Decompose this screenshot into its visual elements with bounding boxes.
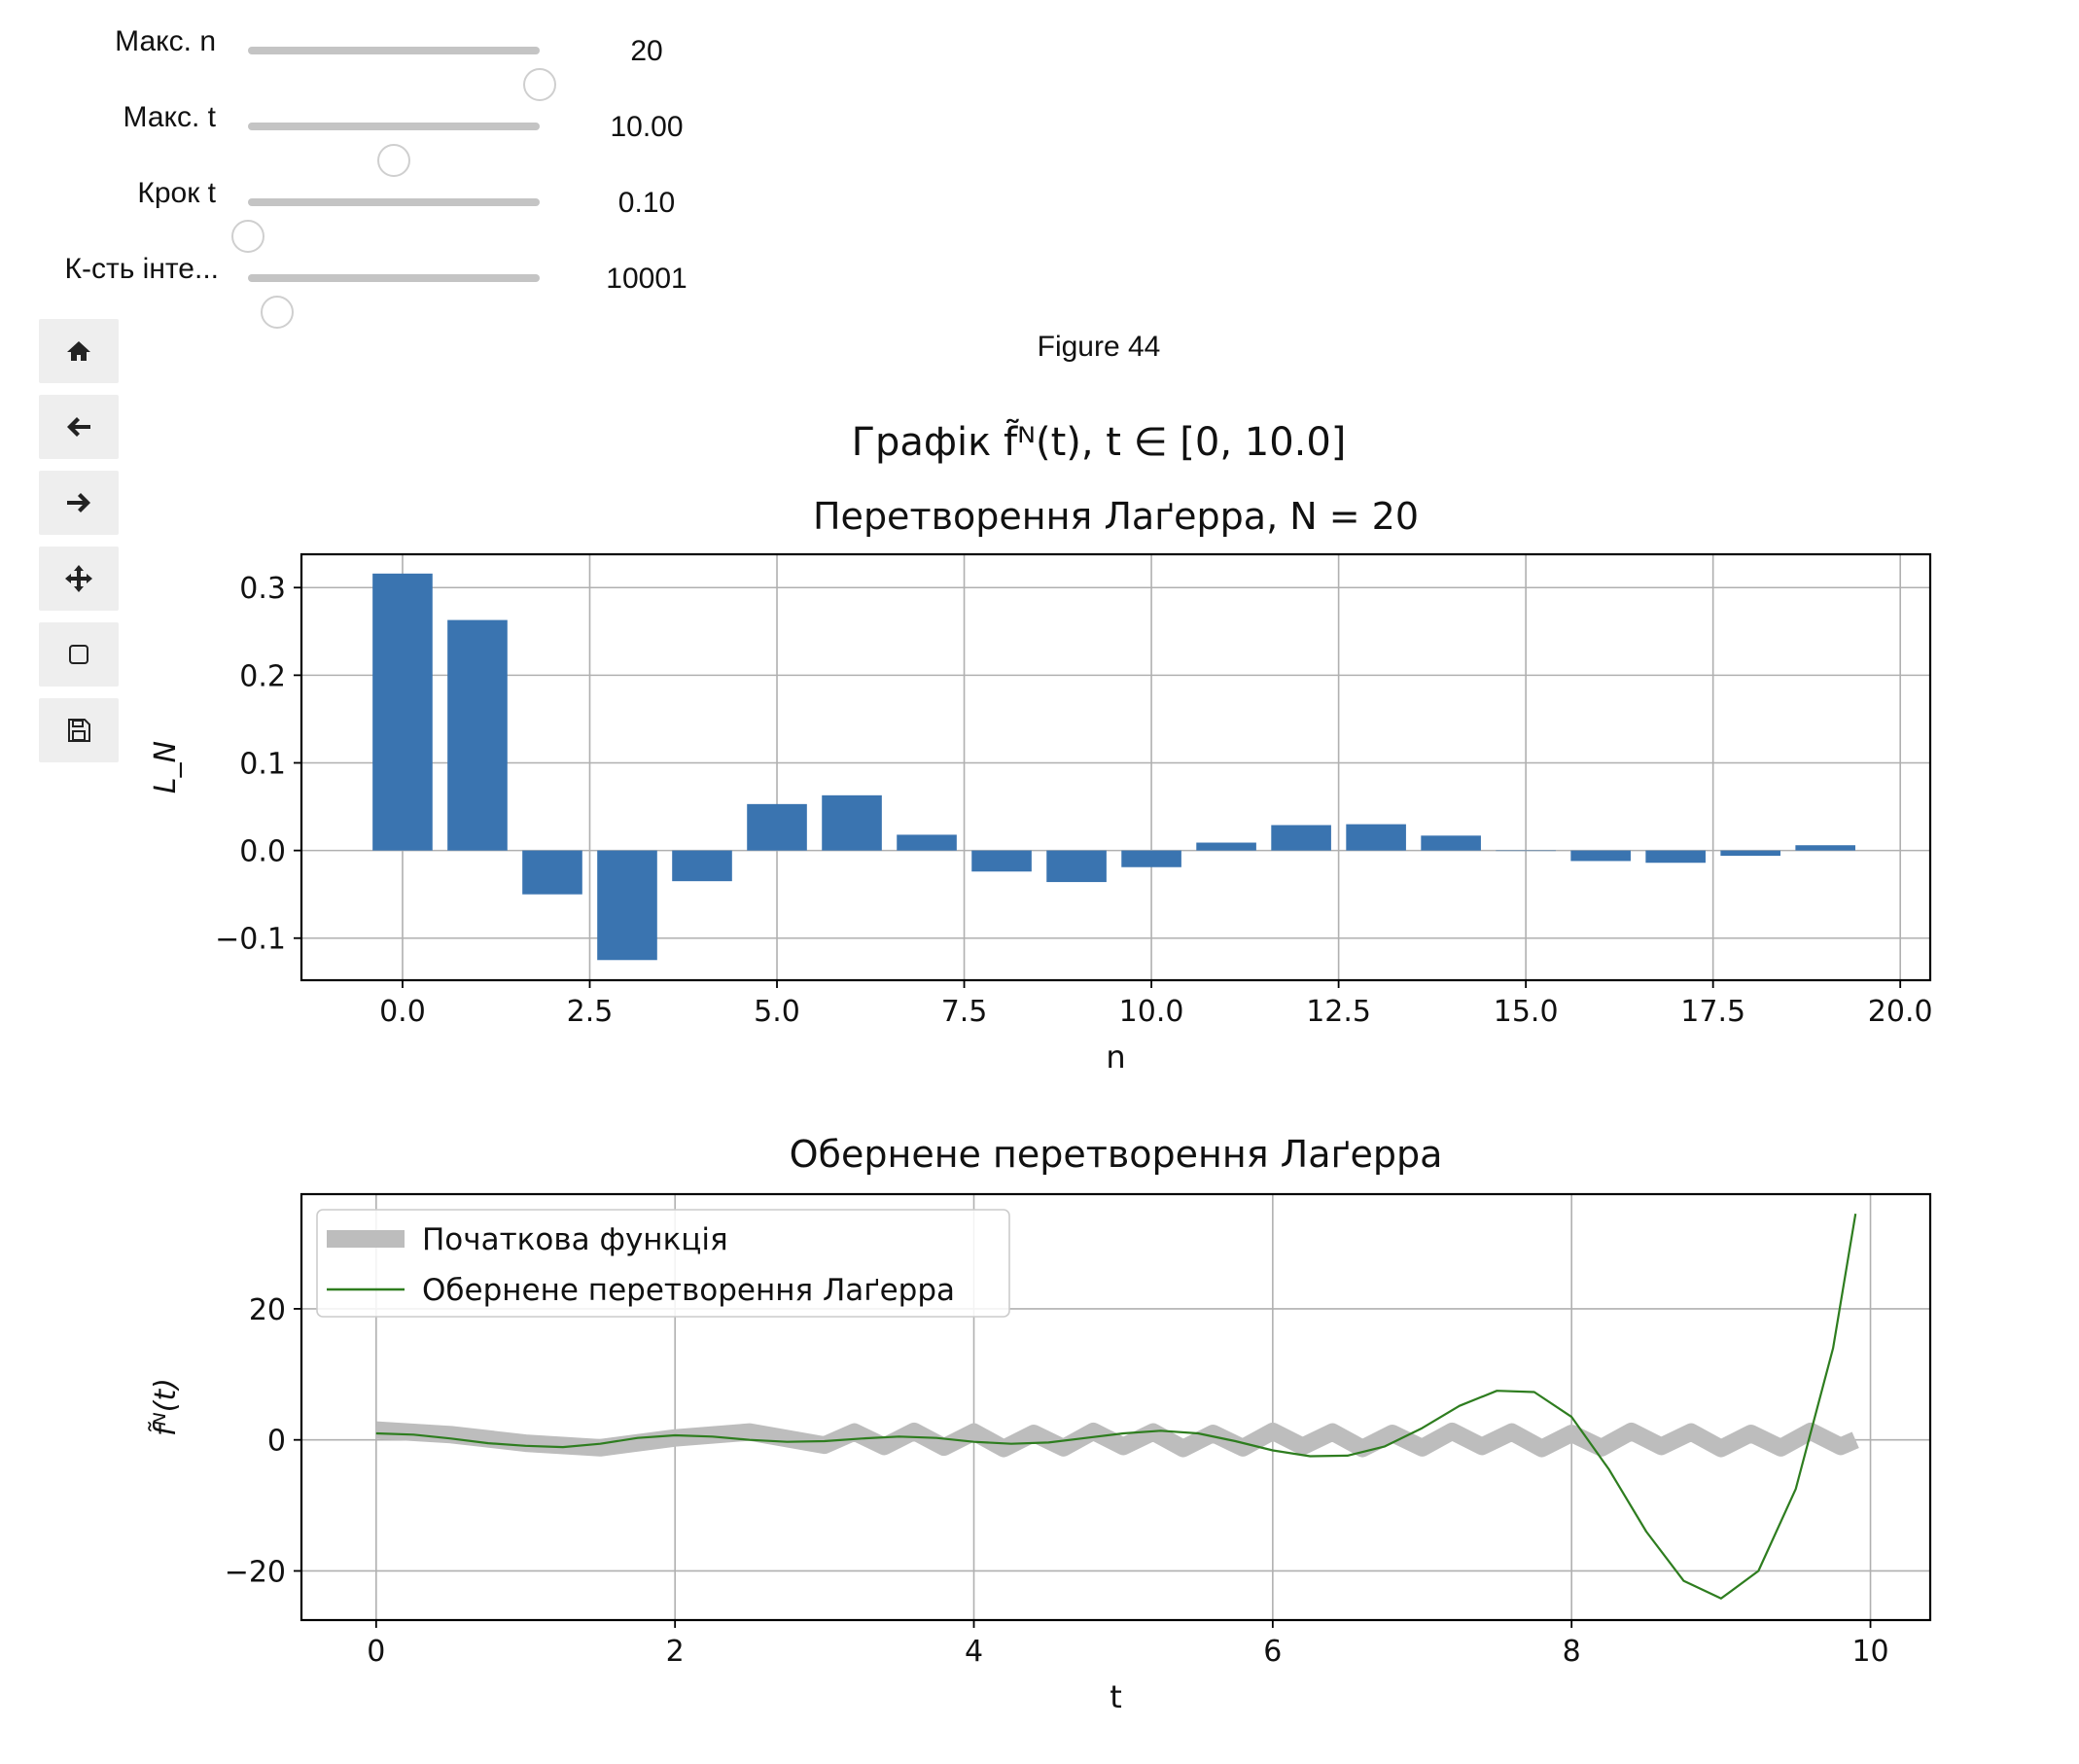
bar [1046,850,1107,883]
back-button[interactable] [39,395,119,459]
y-tick-label: 0 [267,1425,286,1459]
y-tick-label: 20 [249,1293,286,1327]
bar [1121,850,1181,867]
x-tick-label: 2.5 [567,995,614,1029]
bar [971,850,1032,872]
series-line-1 [375,1421,1859,1458]
subplot-2 [294,1192,1932,1628]
x-tick-label: 10 [1851,1635,1888,1669]
x-tick-label: 6 [1263,1635,1282,1669]
x-tick-label: 15.0 [1494,995,1559,1029]
x-tick-label: 4 [965,1635,983,1669]
slider-label: Крок t [137,177,216,209]
slider-label: Макс. n [115,25,216,57]
x-tick-label: 20.0 [1868,995,1933,1029]
x-tick-label: 5.0 [754,995,800,1029]
y-tick-label: 0.1 [239,747,286,781]
slider-value: 20 [630,35,663,67]
zoom-button[interactable] [39,622,119,687]
bar [1496,850,1556,852]
slider-label: К-сть інте... [64,253,220,285]
bar [1271,825,1331,851]
bar [1346,824,1406,851]
bar [1196,842,1256,851]
y-tick-label: 0.2 [239,659,286,693]
legend-box [316,1209,1010,1318]
bar [1720,850,1780,857]
chart-svg: 0.0 2.5 5.0 7.5 10.0 12.5 15.0 17.5 20.0 −0.1 0.0 0… [149,495,1933,1715]
y-tick-label: 0.0 [239,835,286,869]
legend-entry: Обернене перетворення Лаґерра [422,1273,955,1308]
x-tick-label: 7.5 [941,995,988,1029]
bar [747,803,807,851]
x-tick-label: 0.0 [379,995,426,1029]
x-axis-label: n [1106,1039,1125,1076]
y-tick-label: −0.1 [215,923,286,957]
legend-entry: Початкова функція [422,1222,728,1257]
bar [822,794,882,851]
bar [672,850,732,882]
legend [316,1209,1010,1318]
home-icon [67,341,90,361]
bar [597,850,657,961]
pan-button[interactable] [39,547,119,611]
back-arrow-icon [67,417,90,437]
slider-value: 10001 [606,263,687,295]
x-axis-label: t [1110,1678,1122,1715]
x-tick-label: 0 [367,1635,385,1669]
figure-canvas: Графік f̃ᴺ(t), t ∈ [0, 10.0] 0.0 2.5 5.0 7.… [126,389,2071,1750]
x-tick-label: 2 [666,1635,685,1669]
max-t-slider[interactable] [248,123,540,177]
x-tick-label: 12.5 [1306,995,1371,1029]
bar [1570,850,1631,862]
step-t-slider[interactable] [231,198,540,253]
figure-label: Figure 44 [1037,331,1161,363]
y-axis-label: L_N [149,741,183,794]
slider-row-step-t: Крок t 0.10 [0,163,739,253]
slider-row-max-n: Макс. n 20 [0,12,739,101]
y-tick-label: −20 [225,1555,286,1589]
bar [372,573,433,851]
axes-frame [300,552,1932,982]
bar [1795,845,1855,851]
slider-handle[interactable] [261,296,294,329]
slider-row-integration-count: К-сть інте... 10001 [0,239,739,329]
max-n-slider[interactable] [248,47,556,101]
subplot-1 [294,552,1932,988]
slider-handle[interactable] [377,144,410,177]
save-disk-icon [68,719,90,742]
bar [447,619,508,851]
figure-suptitle: Графік f̃ᴺ(t), t ∈ [0, 10.0] [851,420,1347,465]
subplot-title: Обернене перетворення Лаґерра [790,1133,1443,1176]
slider-handle[interactable] [231,220,264,253]
bar [1421,835,1481,851]
forward-button[interactable] [39,471,119,535]
slider-handle[interactable] [523,68,556,101]
y-axis-label: f̃ᴺ(t) [149,1378,183,1436]
axes-frame [300,1192,1932,1622]
save-button[interactable] [39,698,119,762]
bar [1645,850,1706,864]
slider-value: 10.00 [610,111,684,143]
x-tick-label: 17.5 [1680,995,1745,1029]
bar [897,834,957,851]
slider-label: Макс. t [123,101,216,133]
zoom-rect-icon [69,645,88,664]
x-tick-label: 8 [1563,1635,1581,1669]
subplot-title: Перетворення Лаґерра, N = 20 [813,495,1419,538]
forward-arrow-icon [67,493,90,512]
slider-row-max-t: Макс. t 10.00 [0,88,739,177]
bar [522,850,582,895]
pan-move-icon [65,565,92,592]
series-line-2 [375,1214,1857,1600]
x-tick-label: 10.0 [1119,995,1184,1029]
slider-value: 0.10 [617,187,676,219]
integration-count-slider[interactable] [248,274,540,329]
controls-panel: Макс. n 20 Макс. t 10.00 Крок t 0.10 К-с… [0,0,739,329]
home-button[interactable] [39,319,119,383]
y-tick-label: 0.3 [239,572,286,606]
